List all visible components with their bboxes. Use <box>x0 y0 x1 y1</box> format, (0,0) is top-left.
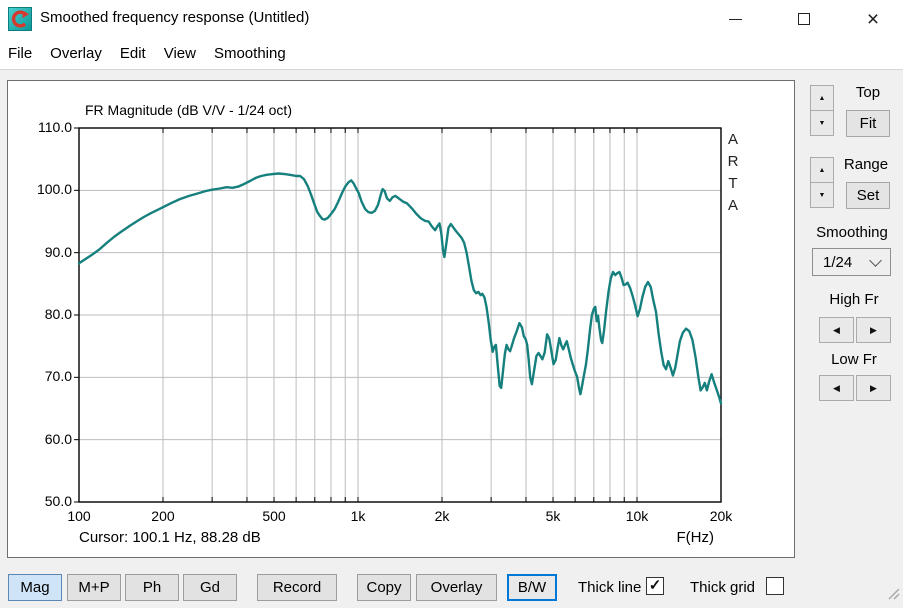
y-tick-label: 110.0 <box>38 119 72 135</box>
y-tick-label: 100.0 <box>36 181 72 198</box>
mag-button[interactable]: Mag <box>8 574 62 601</box>
record-button[interactable]: Record <box>257 574 337 601</box>
menu-item-view[interactable]: View <box>163 45 196 62</box>
high-fr-right-button[interactable]: ▶ <box>856 317 891 343</box>
low-fr-right-button[interactable]: ▶ <box>856 375 891 401</box>
arrow-up-icon: ▲ <box>818 94 826 102</box>
menu-bar: File Overlay Edit View Smoothing <box>0 38 903 70</box>
x-tick-label: 5k <box>545 508 561 524</box>
arrow-left-icon: ◀ <box>833 324 840 335</box>
thick-line-checkbox[interactable]: ✓ <box>646 577 664 595</box>
range-spin-up-button[interactable]: ▲ <box>810 157 834 183</box>
arrow-down-icon: ▼ <box>818 191 826 199</box>
watermark-letter: A <box>727 131 738 148</box>
resize-grip-icon[interactable] <box>886 586 900 605</box>
check-icon: ✓ <box>648 577 662 594</box>
x-tick-label: 100 <box>67 508 91 524</box>
top-spin-up-button[interactable]: ▲ <box>810 85 834 111</box>
top-spinner: ▲ ▼ <box>810 85 834 137</box>
window-title: Smoothed frequency response (Untitled) <box>40 9 310 26</box>
b-w-button[interactable]: B/W <box>507 574 557 601</box>
high-fr-left-button[interactable]: ◀ <box>819 317 854 343</box>
top-label: Top <box>855 84 881 101</box>
smoothing-dropdown[interactable]: 1/24 <box>812 248 891 276</box>
x-axis-unit-label: F(Hz) <box>676 529 715 546</box>
chevron-down-icon <box>869 253 882 267</box>
thick-line-label: Thick line <box>578 579 642 596</box>
smoothing-value: 1/24 <box>823 253 853 271</box>
smoothing-label: Smoothing <box>816 224 888 241</box>
close-icon: × <box>866 7 880 31</box>
watermark-letter: T <box>728 175 738 192</box>
minimize-icon <box>728 18 742 20</box>
thick-grid-checkbox[interactable]: ✓ <box>766 577 784 595</box>
arrow-right-icon: ▶ <box>870 324 877 335</box>
watermark-letter: A <box>727 197 738 214</box>
set-button[interactable]: Set <box>846 182 890 209</box>
menu-item-edit[interactable]: Edit <box>119 45 146 62</box>
close-button[interactable]: × <box>854 0 892 38</box>
watermark-letter: R <box>727 153 739 170</box>
x-tick-label: 500 <box>262 508 286 524</box>
arrow-left-icon: ◀ <box>833 382 840 393</box>
minimize-button[interactable] <box>716 0 754 38</box>
top-spin-down-button[interactable]: ▼ <box>810 110 834 136</box>
menu-item-smoothing[interactable]: Smoothing <box>213 45 286 62</box>
y-tick-label: 50.0 <box>44 493 72 509</box>
fit-button[interactable]: Fit <box>846 110 890 137</box>
maximize-icon <box>798 13 810 25</box>
y-tick-label: 70.0 <box>44 368 72 385</box>
frequency-response-plot[interactable] <box>8 81 794 557</box>
arta-app-icon <box>8 7 32 31</box>
high-fr-label: High Fr <box>829 291 879 308</box>
fr-magnitude-curve <box>77 172 723 405</box>
m-p-button[interactable]: M+P <box>67 574 121 601</box>
overlay-button[interactable]: Overlay <box>416 574 497 601</box>
arrow-down-icon: ▼ <box>818 119 826 127</box>
y-tick-label: 90.0 <box>44 243 72 260</box>
x-tick-label: 20k <box>709 508 733 524</box>
x-tick-label: 2k <box>434 508 450 524</box>
x-tick-label: 10k <box>625 508 649 524</box>
y-tick-label: 80.0 <box>44 306 72 322</box>
maximize-button[interactable] <box>785 0 823 38</box>
low-fr-left-button[interactable]: ◀ <box>819 375 854 401</box>
range-spin-down-button[interactable]: ▼ <box>810 182 834 208</box>
copy-button[interactable]: Copy <box>357 574 411 601</box>
thick-grid-label: Thick grid <box>690 579 756 596</box>
arrow-right-icon: ▶ <box>870 382 877 393</box>
plot-panel: FR Magnitude (dB V/V - 1/24 oct) 110.0 10… <box>7 80 795 558</box>
x-tick-label: 200 <box>151 508 175 524</box>
chart-title: FR Magnitude (dB V/V - 1/24 oct) <box>85 102 292 118</box>
x-tick-label: 1k <box>350 508 366 524</box>
range-spinner: ▲ ▼ <box>810 157 834 209</box>
ph-button[interactable]: Ph <box>125 574 179 601</box>
y-tick-label: 60.0 <box>44 430 72 447</box>
title-bar: Smoothed frequency response (Untitled) × <box>0 0 903 38</box>
menu-item-file[interactable]: File <box>8 45 33 62</box>
gd-button[interactable]: Gd <box>183 574 237 601</box>
arrow-up-icon: ▲ <box>818 166 826 174</box>
cursor-status: Cursor: 100.1 Hz, 88.28 dB <box>79 529 261 546</box>
menu-item-overlay[interactable]: Overlay <box>50 45 102 62</box>
range-label: Range <box>843 156 889 173</box>
low-fr-label: Low Fr <box>831 351 877 368</box>
